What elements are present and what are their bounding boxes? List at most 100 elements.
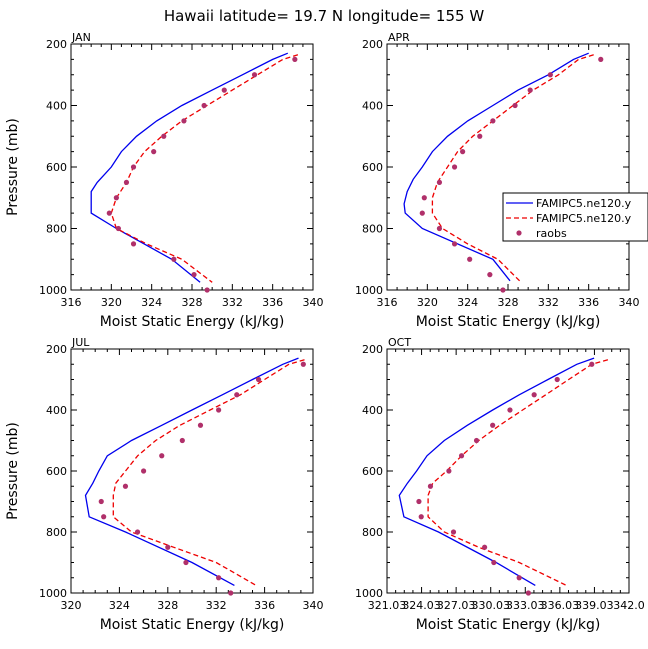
raobs-point <box>197 422 204 428</box>
raobs-point <box>106 210 112 216</box>
raobs-point <box>292 56 298 62</box>
y-axis-label: Pressure (mb) <box>5 422 21 520</box>
raobs-point <box>436 179 443 185</box>
raobs-point <box>216 575 222 581</box>
raobs-point <box>527 87 533 93</box>
raobs-point <box>134 529 141 535</box>
raobs-point <box>451 241 458 247</box>
raobs-point <box>446 468 452 474</box>
raobs-point <box>101 514 107 520</box>
raobs-point <box>516 575 522 581</box>
panels: JAN 316 320 324 328 332 336 340 200 400 600 800 1000… <box>5 31 648 633</box>
x-tick-label: 336 <box>254 599 275 612</box>
legend-box <box>502 192 648 242</box>
y-tick-label: 200 <box>362 343 383 356</box>
raobs-point <box>487 272 493 278</box>
y-tick-label: 400 <box>362 100 383 113</box>
x-tick-label: 324.03 <box>402 599 441 612</box>
x-axis-label: Moist Static Energy (kJ/kg) <box>100 314 285 330</box>
panel-apr: APR 316 320 324 328 332 336 340 200 400 600 800 1000… <box>355 31 640 330</box>
raobs-point <box>251 72 258 78</box>
y-tick-label: 200 <box>46 38 67 51</box>
series-line-solid <box>403 52 589 282</box>
figure-title: Hawaii latitude= 19.7 N longitude= 155 W <box>164 7 484 25</box>
x-tick-label: 340 <box>619 296 640 309</box>
y-tick-label: 200 <box>46 343 67 356</box>
y-tick-label: 600 <box>46 161 67 174</box>
x-tick-label: 327.03 <box>437 599 476 612</box>
raobs-point <box>130 241 137 247</box>
raobs-point <box>500 287 506 293</box>
raobs-point <box>482 544 488 550</box>
legend-label: FAMIPC5.ne120.y <box>536 212 632 225</box>
legend-marker <box>516 230 522 236</box>
y-tick-label: 600 <box>46 465 67 478</box>
panel-label: JUL <box>71 336 90 349</box>
raobs-point <box>141 468 147 474</box>
x-tick-label: 324 <box>457 296 478 309</box>
raobs-point <box>183 559 189 566</box>
raobs-point <box>598 56 604 62</box>
x-tick-label: 340 <box>303 296 324 309</box>
raobs-point <box>159 453 165 459</box>
raobs-point <box>181 118 187 124</box>
y-tick-label: 600 <box>362 161 383 174</box>
plot-frame <box>70 348 314 594</box>
panel-oct: OCT321.03324.03327.03330.03333.03336.033… <box>355 336 645 633</box>
x-tick-label: 336.03 <box>541 599 580 612</box>
plot-frame <box>70 43 314 291</box>
raobs-point <box>300 361 306 367</box>
raobs-point <box>228 590 234 596</box>
plot-frame <box>386 43 630 291</box>
x-tick-label: 339.03 <box>575 599 614 612</box>
y-tick-label: 400 <box>46 404 67 417</box>
series-line-solid <box>90 52 289 283</box>
raobs-point <box>113 195 119 201</box>
panel-jul: JUL 320 324 328 332 336 340 200 400 600 800 1000 Moi… <box>5 336 324 633</box>
x-tick-label: 316 <box>377 296 398 309</box>
x-axis-label: Moist Static Energy (kJ/kg) <box>416 617 601 633</box>
raobs-point <box>554 376 560 383</box>
y-tick-label: 800 <box>362 223 383 236</box>
plot-frame <box>386 348 630 594</box>
x-tick-label: 320 <box>417 296 438 309</box>
raobs-point <box>458 453 465 459</box>
x-axis-label: Moist Static Energy (kJ/kg) <box>100 617 285 633</box>
raobs-point <box>130 164 137 170</box>
raobs-point <box>151 149 157 155</box>
series-line-dashed <box>427 359 609 586</box>
panel-label: OCT <box>388 336 411 349</box>
y-tick-label: 800 <box>362 526 383 539</box>
y-tick-label: 800 <box>46 526 67 539</box>
raobs-point <box>490 422 496 428</box>
raobs-point <box>436 225 443 232</box>
x-tick-label: 342.0 <box>613 599 645 612</box>
raobs-point <box>122 483 129 489</box>
x-tick-label: 332 <box>222 296 243 309</box>
raobs-point <box>179 437 185 444</box>
raobs-point <box>115 225 121 232</box>
raobs-point <box>234 392 240 398</box>
x-tick-label: 336 <box>578 296 599 309</box>
x-tick-label: 333.03 <box>506 599 545 612</box>
raobs-point <box>547 72 553 78</box>
series-line-dashed <box>112 359 305 586</box>
raobs-point <box>525 590 531 596</box>
raobs-point <box>221 87 227 93</box>
x-tick-label: 324 <box>141 296 162 309</box>
raobs-point <box>123 179 130 185</box>
x-tick-label: 324 <box>109 599 130 612</box>
y-tick-label: 1000 <box>355 284 383 297</box>
x-tick-label: 328 <box>182 296 203 309</box>
raobs-point <box>416 498 422 505</box>
raobs-point <box>204 287 210 293</box>
raobs-point <box>473 437 480 444</box>
x-tick-label: 328 <box>157 599 178 612</box>
raobs-point <box>512 102 518 109</box>
y-tick-label: 800 <box>46 223 67 236</box>
raobs-point <box>589 361 595 367</box>
x-tick-label: 340 <box>303 599 324 612</box>
x-tick-label: 330.03 <box>471 599 510 612</box>
panel-jan: JAN 316 320 324 328 332 336 340 200 400 600 800 1000… <box>5 31 324 330</box>
y-tick-label: 1000 <box>355 587 383 600</box>
